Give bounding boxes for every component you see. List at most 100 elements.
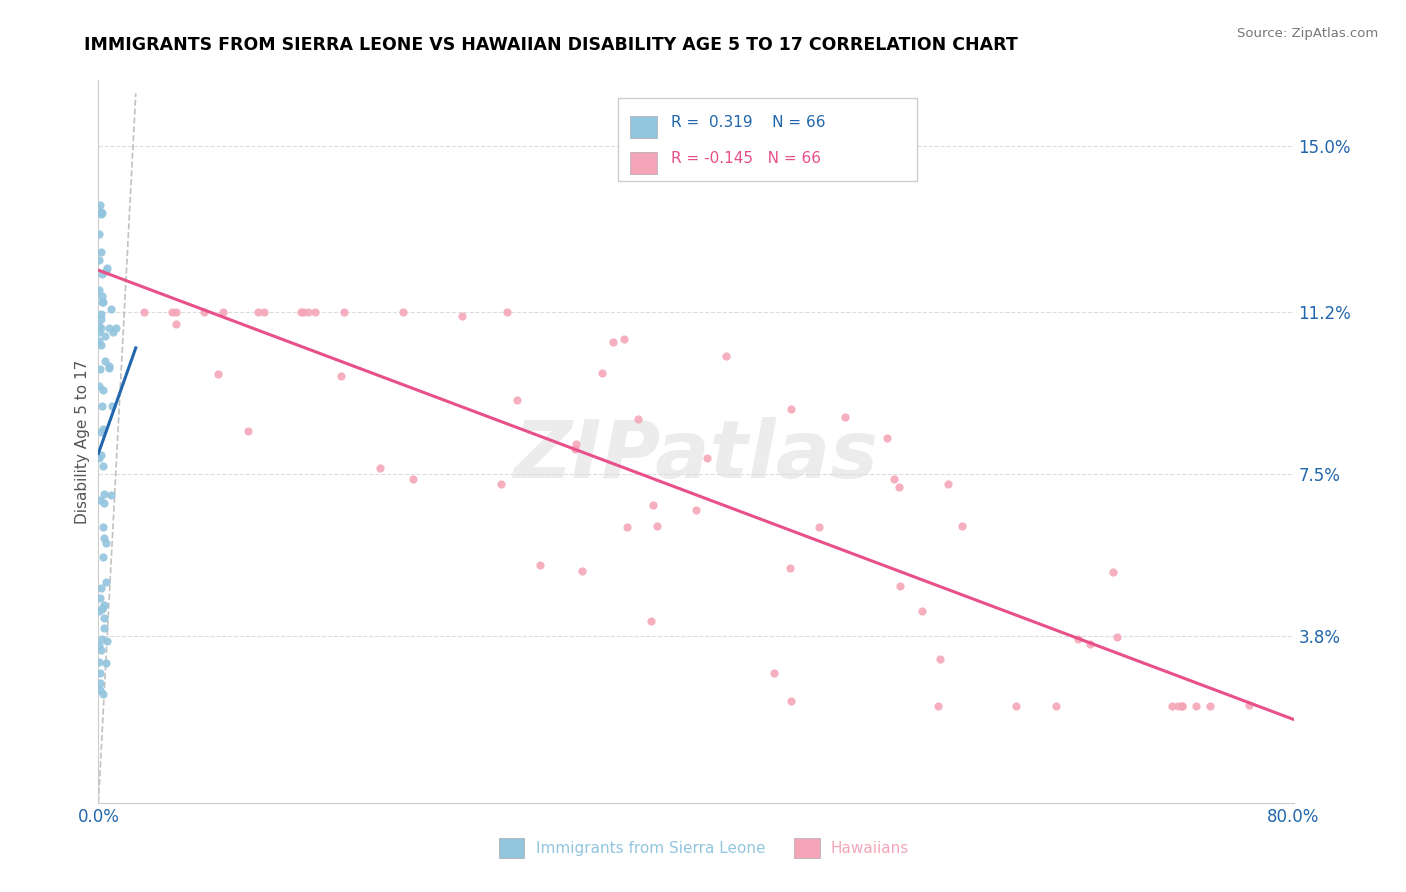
Point — [1184, 699, 1206, 714]
Point — [392, 305, 415, 319]
Point — [87, 283, 110, 297]
Point — [808, 520, 831, 534]
Point — [160, 305, 183, 319]
Point — [87, 379, 110, 393]
Point — [90, 449, 112, 463]
FancyBboxPatch shape — [630, 152, 657, 174]
Point — [89, 325, 111, 339]
Point — [529, 558, 551, 573]
Point — [834, 410, 856, 425]
Point — [950, 518, 973, 533]
Point — [89, 676, 111, 690]
Point — [304, 305, 326, 319]
Point — [104, 321, 127, 335]
Point — [90, 337, 112, 351]
Point — [887, 480, 910, 494]
Point — [1067, 632, 1090, 646]
FancyBboxPatch shape — [630, 116, 657, 138]
Point — [94, 574, 117, 589]
Point — [100, 302, 122, 317]
Point — [495, 305, 517, 319]
Point — [93, 599, 115, 613]
Point — [1161, 699, 1184, 714]
Point — [506, 392, 529, 407]
Point — [91, 599, 114, 614]
Point — [93, 520, 115, 534]
Point — [685, 503, 707, 517]
Point — [94, 263, 117, 277]
Point — [90, 204, 112, 219]
Point — [90, 399, 112, 413]
Point — [779, 402, 801, 417]
Point — [91, 294, 114, 309]
Point — [450, 309, 472, 323]
Point — [91, 459, 114, 474]
Point — [627, 412, 650, 426]
Point — [90, 643, 112, 657]
Point — [1167, 699, 1189, 714]
Point — [100, 399, 122, 413]
Point — [211, 305, 233, 319]
Point — [936, 476, 959, 491]
Point — [90, 311, 112, 326]
Point — [87, 227, 110, 242]
Point — [927, 699, 949, 714]
Point — [90, 207, 112, 221]
Point — [89, 319, 111, 334]
Point — [94, 657, 117, 671]
Point — [616, 519, 638, 533]
Point — [571, 564, 593, 578]
Point — [87, 252, 110, 267]
Point — [1239, 698, 1261, 713]
Point — [97, 360, 120, 375]
Point — [641, 499, 664, 513]
Point — [291, 305, 314, 319]
Point — [1171, 699, 1194, 714]
Point — [602, 334, 624, 349]
Point — [89, 493, 111, 508]
Point — [87, 334, 110, 348]
Point — [402, 472, 425, 486]
Text: IMMIGRANTS FROM SIERRA LEONE VS HAWAIIAN DISABILITY AGE 5 TO 17 CORRELATION CHAR: IMMIGRANTS FROM SIERRA LEONE VS HAWAIIAN… — [84, 36, 1018, 54]
Text: R = -0.145   N = 66: R = -0.145 N = 66 — [671, 151, 821, 166]
Point — [645, 519, 668, 533]
Point — [591, 366, 613, 380]
Point — [1171, 699, 1194, 714]
Point — [90, 245, 112, 260]
Point — [253, 305, 276, 319]
Point — [93, 621, 115, 635]
Point — [333, 305, 356, 319]
Point — [89, 682, 111, 697]
Point — [97, 321, 120, 335]
Point — [763, 665, 786, 680]
Point — [94, 329, 117, 343]
Point — [91, 288, 114, 302]
Point — [489, 477, 512, 491]
Point — [91, 549, 114, 564]
Point — [1199, 699, 1222, 714]
Point — [100, 487, 122, 501]
Point — [91, 422, 114, 436]
Point — [640, 614, 662, 628]
Text: Immigrants from Sierra Leone: Immigrants from Sierra Leone — [536, 841, 765, 855]
Y-axis label: Disability Age 5 to 17: Disability Age 5 to 17 — [75, 359, 90, 524]
Point — [96, 261, 118, 276]
Point — [93, 495, 115, 509]
Point — [297, 305, 319, 319]
Point — [97, 359, 120, 373]
Point — [93, 487, 115, 501]
Point — [93, 531, 115, 545]
Point — [165, 305, 187, 319]
Point — [90, 295, 112, 310]
Point — [91, 687, 114, 701]
Point — [1107, 630, 1129, 644]
Point — [714, 349, 737, 363]
Point — [94, 354, 117, 368]
Point — [90, 425, 112, 439]
Point — [89, 362, 111, 376]
FancyBboxPatch shape — [499, 838, 524, 858]
Text: Hawaiians: Hawaiians — [831, 841, 910, 855]
Point — [193, 305, 215, 319]
Point — [1078, 637, 1101, 651]
FancyBboxPatch shape — [619, 98, 917, 181]
